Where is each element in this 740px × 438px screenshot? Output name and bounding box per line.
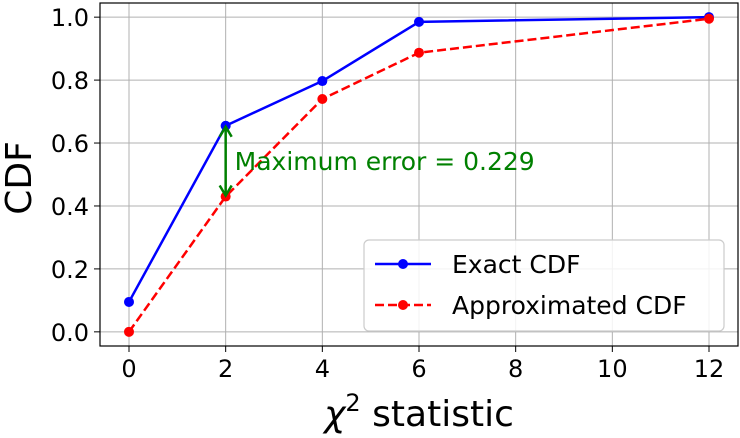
y-tick-label: 0.2 [51,256,89,284]
annotation: Maximum error = 0.229 [218,124,535,198]
x-tick-label: 12 [694,355,725,383]
legend-approx-label: Approximated CDF [452,291,687,320]
x-axis-symbol: χ [322,394,347,435]
legend-approx-marker [398,300,408,310]
y-tick-label: 0.4 [51,193,89,221]
y-tick-label: 1.0 [51,4,89,32]
error-arrow-head-top [218,124,233,138]
y-tick-label: 0.6 [51,130,89,158]
x-axis-label-text: statistic [372,394,514,435]
x-tick-label: 2 [218,355,233,383]
x-axis-superscript: 2 [345,389,360,417]
x-axis-label-spacer [361,394,372,435]
approximated-cdf-point [124,326,134,337]
exact-cdf-point [317,76,328,87]
max-error-annotation: Maximum error = 0.229 [235,147,535,176]
x-tick-label: 10 [597,355,628,383]
exact-cdf-point [414,16,424,27]
legend: Exact CDF Approximated CDF [363,239,725,332]
y-tick-label: 0.0 [51,319,89,347]
legend-box [363,239,725,332]
approximated-cdf-point [704,13,714,24]
x-tick-label: 8 [508,355,523,383]
plot-frame [99,2,739,347]
ticks: 0 2 4 6 8 10 12 0.0 0.2 0.4 0.6 0.8 1.0 [51,4,724,383]
exact-cdf-point [124,296,134,307]
error-arrow-head-bottom [218,184,233,198]
approximated-cdf-point [414,47,424,58]
legend-exact-marker [398,259,408,269]
x-tick-label: 0 [121,355,136,383]
y-axis-title: CDF [0,141,40,215]
x-axis-title: χ2 statistic [322,389,514,435]
y-tick-label: 0.8 [51,67,89,95]
x-tick-label: 6 [411,355,426,383]
approximated-cdf-point [317,93,328,104]
legend-exact-label: Exact CDF [452,250,581,279]
x-tick-label: 4 [315,355,330,383]
series [124,12,714,337]
